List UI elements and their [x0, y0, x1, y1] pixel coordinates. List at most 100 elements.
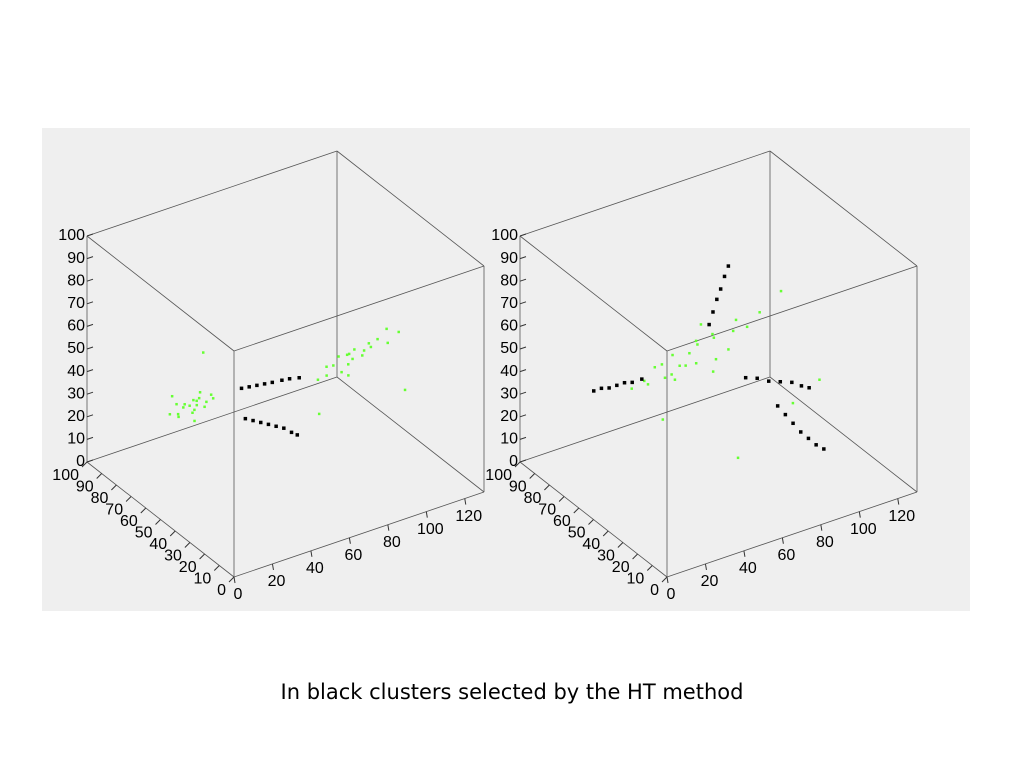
point	[630, 380, 634, 385]
point	[630, 387, 633, 390]
point	[694, 339, 698, 343]
point	[332, 364, 335, 367]
z-tick-label: 100	[491, 227, 518, 244]
y-tick-label: 100	[485, 467, 512, 484]
point	[791, 421, 795, 426]
y-tick	[617, 542, 624, 548]
z-tick	[86, 278, 94, 282]
box-edge	[336, 150, 485, 267]
point	[274, 424, 278, 429]
z-tick-label: 90	[67, 250, 85, 267]
y-tick-label: 30	[597, 548, 615, 565]
point	[266, 422, 271, 427]
z-tick	[519, 278, 527, 282]
y-tick	[111, 484, 117, 491]
point	[743, 375, 748, 380]
point	[182, 406, 185, 409]
point	[205, 400, 208, 404]
x-tick-label: 120	[888, 508, 915, 525]
z-tick	[86, 436, 94, 440]
z-tick-label: 20	[67, 408, 85, 425]
point	[640, 377, 644, 381]
x-tick-label: 80	[383, 534, 401, 551]
point	[280, 378, 284, 382]
z-tick-label: 30	[67, 385, 85, 402]
point	[193, 419, 196, 423]
point	[340, 370, 343, 374]
y-tick	[602, 530, 609, 537]
box-edge	[86, 235, 235, 352]
x-tick	[348, 537, 351, 544]
y-tick-label: 100	[52, 467, 79, 484]
x-tick-label: 40	[739, 560, 757, 577]
panel-background	[42, 128, 970, 611]
z-tick-label: 0	[76, 453, 85, 470]
y-tick-label: 70	[538, 502, 556, 519]
y-tick-label: 0	[217, 582, 226, 599]
y-tick	[184, 542, 191, 548]
y-tick-label: 50	[568, 525, 586, 542]
point	[247, 385, 251, 389]
point	[255, 383, 259, 388]
x-tick-label: 20	[268, 573, 286, 590]
point	[347, 352, 351, 356]
y-tick-label: 90	[509, 479, 527, 496]
point	[183, 403, 186, 406]
point	[403, 388, 407, 392]
point	[707, 322, 711, 327]
y-tick-label: 80	[524, 490, 542, 507]
y-tick	[169, 530, 176, 537]
point	[177, 415, 180, 419]
point	[783, 412, 788, 417]
z-tick-label: 30	[500, 385, 518, 402]
x-tick	[271, 563, 274, 571]
z-tick	[519, 323, 527, 327]
x-tick-label: 60	[777, 547, 795, 564]
point	[660, 363, 664, 366]
z-tick-label: 70	[67, 295, 85, 312]
point	[643, 379, 646, 383]
z-tick	[86, 414, 94, 418]
point	[696, 343, 699, 346]
point	[201, 351, 205, 354]
x-tick-label: 80	[816, 534, 834, 551]
point	[386, 341, 389, 345]
point	[297, 376, 301, 380]
point	[673, 378, 677, 381]
z-tick-label: 70	[500, 295, 518, 312]
z-tick-label: 80	[67, 272, 85, 289]
y-tick	[81, 461, 88, 468]
point	[191, 411, 194, 415]
z-tick	[519, 346, 527, 350]
point	[259, 420, 263, 425]
point	[814, 443, 818, 447]
point	[251, 418, 255, 423]
y-tick	[125, 496, 132, 502]
point	[325, 374, 328, 377]
z-tick-label: 50	[67, 340, 85, 357]
x-tick	[310, 550, 313, 557]
y-tick-label: 30	[164, 548, 182, 565]
y-tick-label: 80	[91, 490, 109, 507]
point	[727, 348, 730, 351]
point	[767, 379, 771, 383]
point	[385, 327, 388, 331]
point	[592, 389, 596, 393]
z-tick-label: 10	[500, 431, 518, 448]
y-tick	[96, 473, 103, 479]
point	[734, 318, 738, 322]
y-tick	[155, 519, 161, 525]
y-tick-label: 50	[135, 525, 153, 542]
point	[193, 408, 196, 412]
point	[347, 374, 350, 377]
point	[615, 383, 619, 388]
point	[670, 373, 673, 376]
point	[822, 447, 826, 451]
point	[663, 376, 667, 380]
y-tick-label: 40	[582, 536, 600, 553]
point	[211, 397, 215, 400]
box-edge	[86, 376, 338, 463]
y-tick	[588, 519, 594, 525]
point	[722, 274, 727, 279]
y-tick	[199, 553, 205, 560]
